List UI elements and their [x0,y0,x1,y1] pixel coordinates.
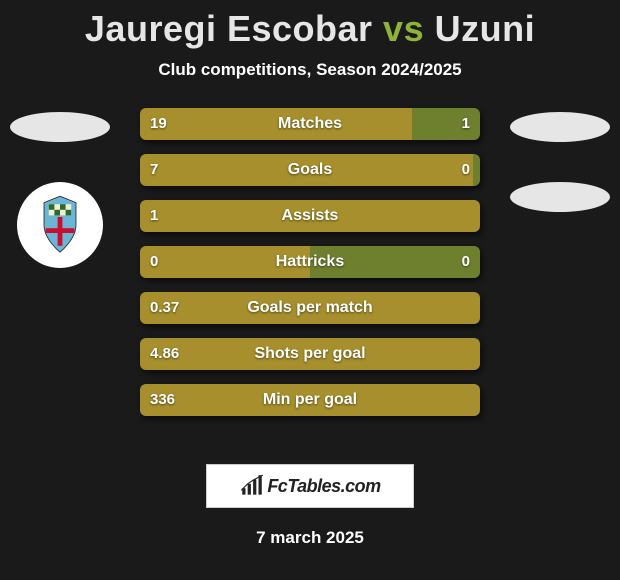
brand-box[interactable]: FcTables.com [206,464,414,508]
right-player-col [504,108,616,212]
stat-seg-left [140,108,412,140]
stat-seg-left [140,292,480,324]
stat-row: Min per goal336 [140,384,480,416]
stat-value-right: 0 [462,246,470,278]
stat-value-left: 336 [150,384,175,416]
stat-row: Matches191 [140,108,480,140]
subtitle: Club competitions, Season 2024/2025 [0,60,620,80]
stat-seg-left [140,246,310,278]
stat-seg-left [140,338,480,370]
footer-date: 7 march 2025 [0,528,620,548]
player2-flag-placeholder [510,112,610,142]
stat-value-left: 0.37 [150,292,179,324]
stat-seg-left [140,200,480,232]
club-crest-icon [28,193,92,257]
stat-value-left: 0 [150,246,158,278]
stat-value-left: 19 [150,108,167,140]
stat-row: Goals70 [140,154,480,186]
stat-value-left: 4.86 [150,338,179,370]
comparison-body: Matches191Goals70Assists1Hattricks00Goal… [0,108,620,438]
stat-seg-right [473,154,480,186]
stat-value-left: 7 [150,154,158,186]
stat-seg-right [310,246,480,278]
stat-seg-left [140,154,473,186]
title-player2: Uzuni [435,8,535,49]
player1-flag-placeholder [10,112,110,142]
bar-chart-icon [239,473,265,499]
stat-row: Assists1 [140,200,480,232]
stat-row: Goals per match0.37 [140,292,480,324]
stat-value-left: 1 [150,200,158,232]
title-vs: vs [383,8,424,49]
brand-text: FcTables.com [267,476,380,497]
left-player-col [4,108,116,268]
stats-bars: Matches191Goals70Assists1Hattricks00Goal… [140,108,480,430]
player1-club-badge [17,182,103,268]
stat-row: Hattricks00 [140,246,480,278]
stat-value-right: 1 [462,108,470,140]
player2-club-placeholder [510,182,610,212]
title-player1: Jauregi Escobar [85,8,373,49]
stat-value-right: 0 [462,154,470,186]
stat-row: Shots per goal4.86 [140,338,480,370]
stat-seg-left [140,384,480,416]
page-title: Jauregi Escobar vs Uzuni [0,0,620,50]
